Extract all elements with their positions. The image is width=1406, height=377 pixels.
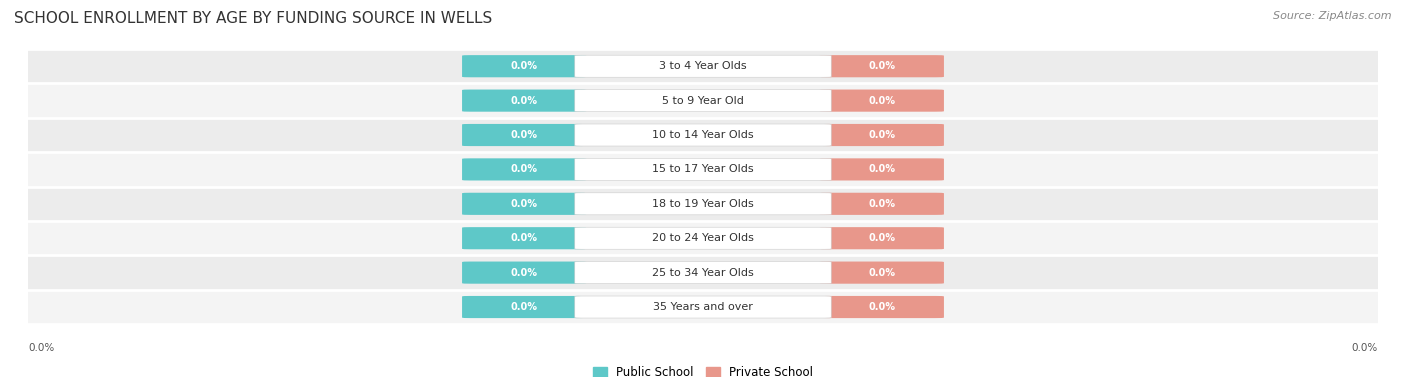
FancyBboxPatch shape [820,55,943,77]
Text: 0.0%: 0.0% [510,302,537,312]
Text: 0.0%: 0.0% [510,61,537,71]
Text: 35 Years and over: 35 Years and over [652,302,754,312]
Text: 20 to 24 Year Olds: 20 to 24 Year Olds [652,233,754,243]
FancyBboxPatch shape [463,89,586,112]
FancyBboxPatch shape [575,90,831,112]
FancyBboxPatch shape [820,227,943,249]
Text: SCHOOL ENROLLMENT BY AGE BY FUNDING SOURCE IN WELLS: SCHOOL ENROLLMENT BY AGE BY FUNDING SOUR… [14,11,492,26]
Text: 0.0%: 0.0% [869,96,896,106]
Text: 3 to 4 Year Olds: 3 to 4 Year Olds [659,61,747,71]
FancyBboxPatch shape [575,227,831,249]
Bar [28,256,1378,290]
Text: Source: ZipAtlas.com: Source: ZipAtlas.com [1274,11,1392,21]
Bar [28,187,1378,221]
FancyBboxPatch shape [820,124,943,146]
Text: 0.0%: 0.0% [869,199,896,209]
Text: 0.0%: 0.0% [510,96,537,106]
Text: 0.0%: 0.0% [510,199,537,209]
Bar [28,118,1378,152]
FancyBboxPatch shape [463,158,586,181]
Text: 0.0%: 0.0% [869,61,896,71]
Text: 10 to 14 Year Olds: 10 to 14 Year Olds [652,130,754,140]
Text: 0.0%: 0.0% [869,268,896,277]
FancyBboxPatch shape [463,296,586,318]
FancyBboxPatch shape [575,124,831,146]
Text: 0.0%: 0.0% [869,130,896,140]
Bar [28,49,1378,83]
FancyBboxPatch shape [575,55,831,77]
Legend: Public School, Private School: Public School, Private School [593,366,813,377]
Text: 5 to 9 Year Old: 5 to 9 Year Old [662,96,744,106]
Text: 0.0%: 0.0% [1351,343,1378,353]
FancyBboxPatch shape [463,227,586,249]
FancyBboxPatch shape [575,296,831,318]
Text: 25 to 34 Year Olds: 25 to 34 Year Olds [652,268,754,277]
FancyBboxPatch shape [463,262,586,284]
Text: 0.0%: 0.0% [510,130,537,140]
Text: 0.0%: 0.0% [510,268,537,277]
Text: 0.0%: 0.0% [510,164,537,175]
Bar [28,290,1378,324]
FancyBboxPatch shape [463,55,586,77]
Text: 15 to 17 Year Olds: 15 to 17 Year Olds [652,164,754,175]
Bar [28,152,1378,187]
FancyBboxPatch shape [463,193,586,215]
FancyBboxPatch shape [575,262,831,284]
Text: 18 to 19 Year Olds: 18 to 19 Year Olds [652,199,754,209]
Text: 0.0%: 0.0% [28,343,55,353]
FancyBboxPatch shape [820,89,943,112]
FancyBboxPatch shape [463,124,586,146]
FancyBboxPatch shape [820,158,943,181]
FancyBboxPatch shape [575,158,831,181]
Text: 0.0%: 0.0% [869,164,896,175]
Bar [28,221,1378,256]
FancyBboxPatch shape [820,193,943,215]
FancyBboxPatch shape [575,193,831,215]
FancyBboxPatch shape [820,296,943,318]
Text: 0.0%: 0.0% [869,233,896,243]
Text: 0.0%: 0.0% [510,233,537,243]
Text: 0.0%: 0.0% [869,302,896,312]
FancyBboxPatch shape [820,262,943,284]
Bar [28,83,1378,118]
